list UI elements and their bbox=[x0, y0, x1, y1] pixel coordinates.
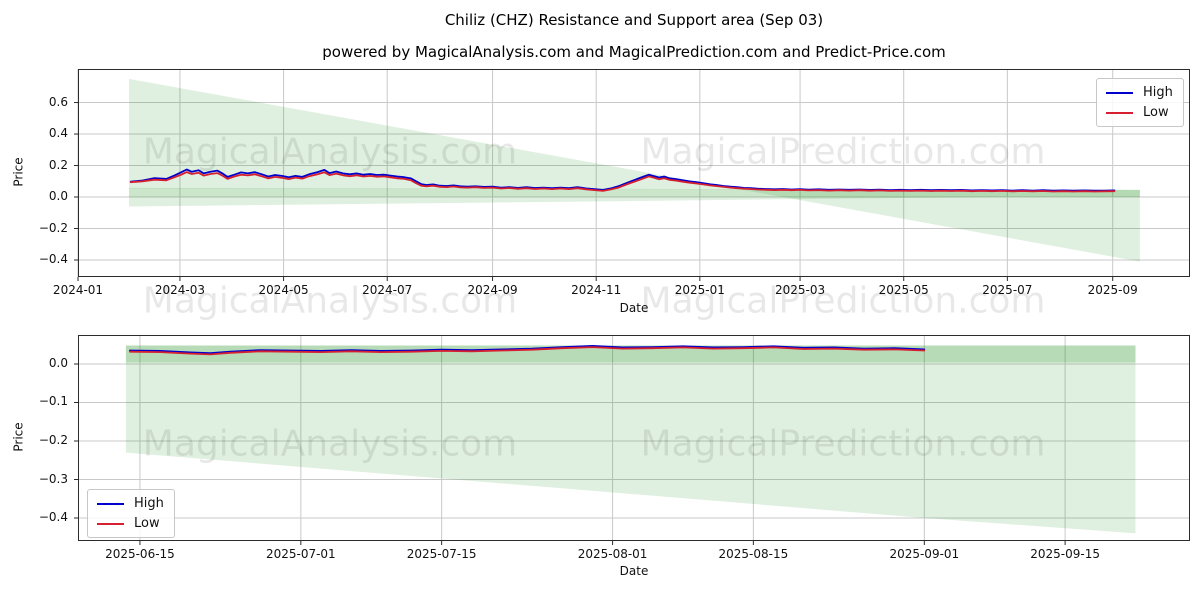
legend-label-low: Low bbox=[1143, 105, 1169, 120]
x-tick-label: 2025-05 bbox=[878, 283, 929, 297]
series-line-high bbox=[129, 344, 926, 355]
legend-item-high: High bbox=[97, 497, 164, 510]
series-line-low bbox=[129, 171, 1116, 193]
y-tick-label: 0.4 bbox=[48, 126, 68, 141]
legend-top-chart: High Low bbox=[1096, 78, 1184, 127]
legend-label-high: High bbox=[1143, 85, 1173, 100]
y-tick-label: −0.2 bbox=[38, 433, 68, 447]
x-tick-label: 2024-07 bbox=[362, 283, 413, 297]
x-tick-label: 2025-09-01 bbox=[889, 547, 960, 561]
legend-item-high: High bbox=[1106, 86, 1173, 99]
plot-border bbox=[78, 69, 1190, 277]
x-tick-label: 2025-07 bbox=[982, 283, 1033, 297]
area-support-wedge bbox=[129, 197, 996, 207]
x-tick-label: 2025-07-01 bbox=[265, 547, 336, 561]
x-tick-label: 2025-08-15 bbox=[718, 547, 789, 561]
x-tick-label: 2025-03 bbox=[774, 283, 826, 297]
x-tick-label: 2025-06-15 bbox=[105, 547, 175, 561]
x-tick-label: 2025-09-15 bbox=[1030, 547, 1100, 561]
y-tick-label: −0.2 bbox=[38, 220, 68, 235]
x-tick-label: 2025-01 bbox=[674, 283, 725, 297]
x-axis-label-top: Date bbox=[619, 301, 649, 315]
y-tick-label: 0.0 bbox=[48, 189, 68, 203]
x-tick-label: 2024-03 bbox=[154, 283, 206, 297]
x-axis-label-bottom: Date bbox=[619, 564, 649, 578]
y-tick-label: 0.6 bbox=[48, 94, 68, 109]
price-chart-bottom bbox=[74, 335, 1190, 545]
x-tick-label: 2025-08-01 bbox=[577, 547, 648, 561]
price-chart-top bbox=[74, 69, 1190, 281]
high-line-swatch bbox=[97, 502, 124, 505]
area-resistance-support-cone bbox=[129, 78, 1140, 262]
page-subtitle: powered by MagicalAnalysis.com and Magic… bbox=[322, 43, 946, 61]
y-tick-label: −0.4 bbox=[38, 251, 68, 266]
x-tick-label: 2024-09 bbox=[467, 283, 518, 297]
legend-label-high: High bbox=[134, 496, 164, 511]
x-tick-label: 2024-05 bbox=[258, 283, 309, 297]
y-tick-label: 0.2 bbox=[48, 157, 68, 172]
plot-border bbox=[78, 335, 1190, 541]
x-tick-label: 2024-11 bbox=[571, 283, 622, 297]
x-tick-label: 2025-07-15 bbox=[406, 547, 477, 561]
legend-item-low: Low bbox=[1106, 106, 1173, 119]
low-line-swatch bbox=[1106, 111, 1133, 114]
legend-item-low: Low bbox=[97, 517, 164, 530]
x-tick-label: 2024-01 bbox=[52, 283, 104, 297]
low-line-swatch bbox=[97, 522, 124, 525]
series-line-low bbox=[129, 346, 926, 356]
high-line-swatch bbox=[1106, 91, 1133, 94]
y-tick-label: −0.4 bbox=[38, 510, 68, 524]
area-price-band bbox=[129, 187, 1140, 197]
y-tick-label: −0.3 bbox=[38, 471, 68, 486]
y-tick-label: −0.1 bbox=[38, 394, 68, 409]
legend-bottom-chart: High Low bbox=[87, 489, 175, 538]
page-title: Chiliz (CHZ) Resistance and Support area… bbox=[444, 11, 824, 29]
legend-label-low: Low bbox=[134, 516, 160, 531]
x-tick-label: 2025-09 bbox=[1087, 283, 1138, 297]
y-tick-label: 0.0 bbox=[48, 355, 68, 370]
area-forecast-area bbox=[125, 345, 1136, 534]
